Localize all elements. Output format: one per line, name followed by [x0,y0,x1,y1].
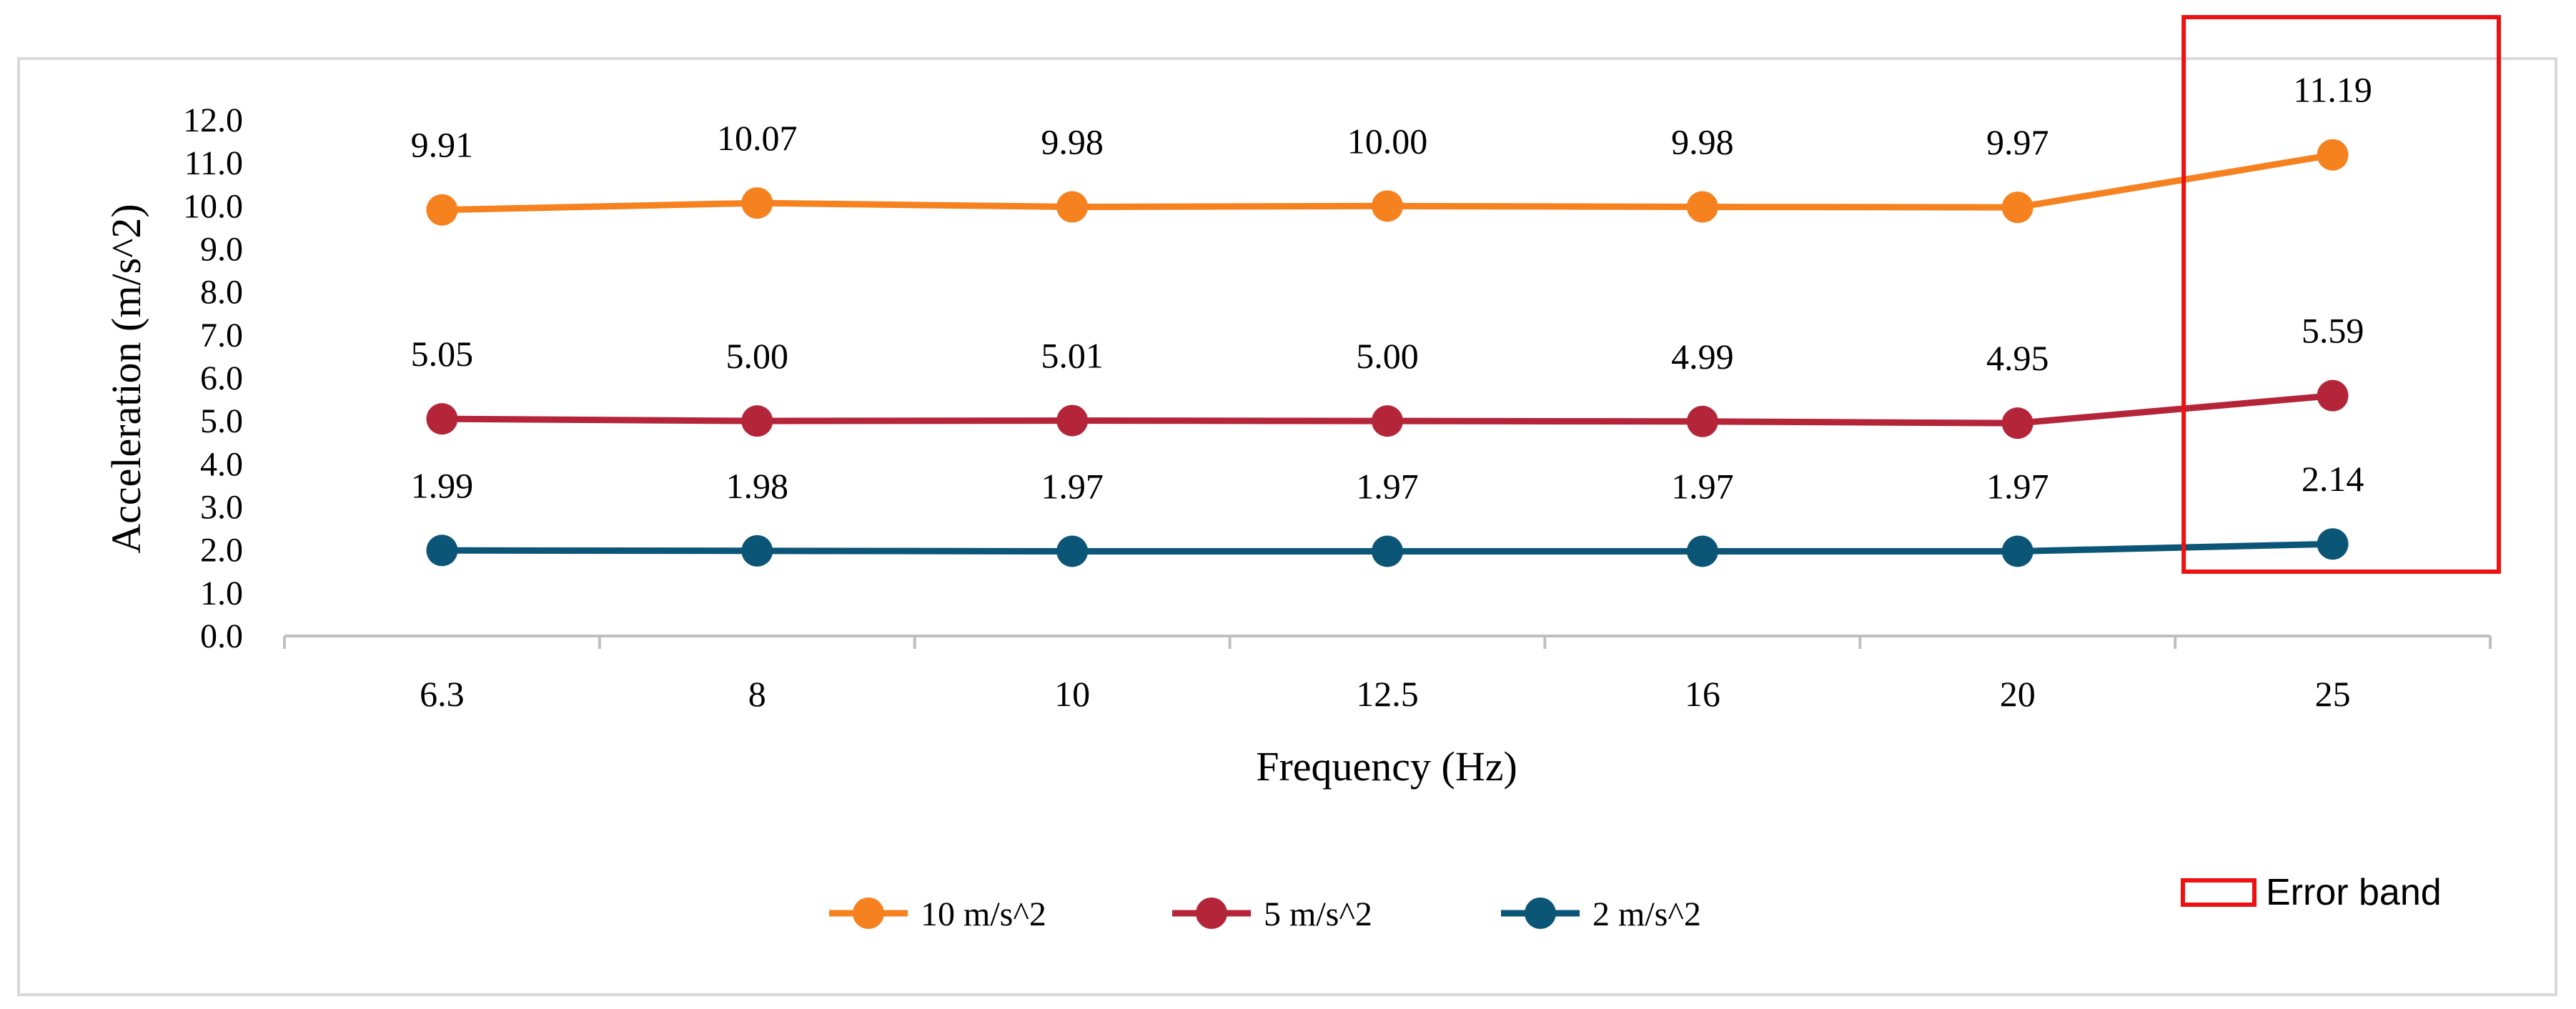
data-label: 1.99 [411,465,474,505]
y-tick-label: 8.0 [200,274,243,312]
y-tick-label: 6.0 [200,359,243,397]
legend-error-box [2181,878,2257,907]
series-2: 5.05 5.00 5.01 5.00 4.99 4.95 5.59 [411,311,2364,439]
y-tick-label: 0.0 [200,617,243,655]
y-tick-label: 1.0 [200,575,243,612]
data-point [2317,379,2349,412]
data-point [2001,407,2033,439]
legend-item-3: 2 m/s^2 [1501,895,1701,933]
y-tick-label: 10.0 [183,187,243,225]
data-point [741,187,773,219]
data-label: 5.01 [1041,336,1104,376]
legend-marker [853,898,884,929]
x-tick-label: 16 [1685,674,1720,714]
data-label: 5.00 [726,336,789,376]
chart-area-border [17,57,2557,996]
data-point [1372,405,1403,437]
data-point [426,403,458,435]
legend-marker [1525,898,1556,929]
data-label: 1.98 [726,466,789,506]
series-3: 1.99 1.98 1.97 1.97 1.97 1.97 2.14 [411,459,2364,567]
data-point [741,405,773,437]
data-label: 10.07 [717,118,798,158]
data-point [2317,139,2349,171]
data-label: 4.99 [1671,337,1734,377]
annotation-layer [2181,15,2501,574]
x-tick-label: 12.5 [1356,674,1419,714]
legend-item-2: 5 m/s^2 [1172,895,1372,933]
y-axis-ticks: 0.0 1.0 2.0 3.0 4.0 5.0 6.0 7.0 8.0 9.0 10.0 11.0 12… [183,101,243,655]
data-point [1686,405,1718,437]
legend-label: 10 m/s^2 [921,895,1046,933]
data-point [1372,535,1403,567]
data-label: 5.59 [2302,311,2364,351]
data-label: 1.97 [1671,466,1734,506]
data-label: 10.00 [1347,121,1428,161]
legend-label: 2 m/s^2 [1592,895,1701,933]
y-tick-label: 9.0 [200,231,243,269]
y-tick-label: 2.0 [200,532,243,570]
data-label: 5.00 [1356,336,1419,376]
data-point [426,194,458,226]
error-band-box [2181,15,2501,574]
y-tick-label: 3.0 [200,489,243,527]
x-axis: 6.3 8 10 12.5 16 20 25 [283,635,2492,714]
x-tick-label: 25 [2315,674,2351,714]
data-label: 1.97 [1986,466,2049,506]
data-label: 9.98 [1671,122,1734,162]
data-point [1056,535,1089,567]
y-tick-label: 5.0 [200,402,243,440]
data-point [426,535,458,567]
y-tick-label: 11.0 [184,144,243,182]
y-tick-label: 4.0 [200,445,243,483]
x-tick-label: 20 [2000,674,2036,714]
data-label: 1.97 [1041,466,1104,506]
data-point [1056,404,1089,437]
data-label: 4.95 [1986,338,2049,378]
data-point [2317,528,2349,560]
data-label: 1.97 [1356,466,1419,506]
data-label: 9.91 [411,125,474,165]
data-label: 2.14 [2302,459,2364,499]
x-tick-label: 10 [1054,674,1090,714]
data-point [1686,535,1718,567]
series-1: 9.91 10.07 9.98 10.00 9.98 9.97 11.19 [411,70,2372,226]
legend-item-error-band: Error band [2181,872,2442,913]
legend: 10 m/s^2 5 m/s^2 2 m/s^2 Error band [829,872,2442,933]
data-label: 11.19 [2293,70,2372,110]
data-point [1056,191,1089,223]
legend-label: Error band [2266,872,2442,913]
x-tick-label: 6.3 [420,674,465,714]
x-axis-title: Frequency (Hz) [1256,743,1517,790]
data-label: 5.05 [411,334,474,374]
y-tick-label: 7.0 [200,317,243,354]
legend-label: 5 m/s^2 [1264,895,1372,933]
y-tick-label: 12.0 [183,101,243,139]
data-point [1372,190,1403,222]
legend-marker [1196,898,1227,929]
data-point [2001,192,2033,224]
data-point [2001,535,2033,567]
data-point [741,535,773,567]
data-label: 9.97 [1986,122,2049,162]
legend-item-1: 10 m/s^2 [829,895,1046,933]
x-tick-label: 8 [748,674,766,714]
data-point [1686,191,1718,223]
data-label: 9.98 [1041,122,1104,162]
y-axis-title: Acceleration (m/s^2) [103,204,149,553]
